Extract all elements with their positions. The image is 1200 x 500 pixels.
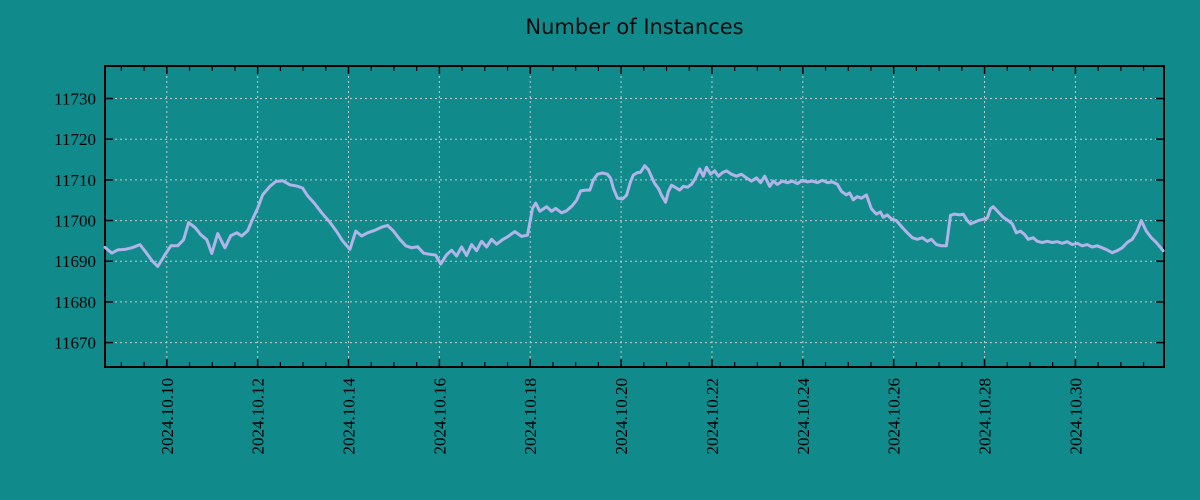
x-tick-label: 2024.10.22 bbox=[703, 378, 722, 455]
x-tick-label: 2024.10.12 bbox=[249, 378, 268, 455]
y-tick-label: 11700 bbox=[54, 212, 96, 231]
plot-border bbox=[104, 65, 1165, 368]
y-tick-label: 11720 bbox=[54, 130, 96, 149]
x-tick-label: 2024.10.14 bbox=[340, 378, 359, 455]
y-tick-label: 11710 bbox=[54, 171, 96, 190]
x-tick-label: 2024.10.24 bbox=[794, 378, 813, 455]
x-tick-label: 2024.10.10 bbox=[158, 378, 177, 455]
y-tick-label: 11730 bbox=[54, 90, 96, 109]
chart-title: Number of Instances bbox=[525, 15, 744, 39]
y-tick-label: 11690 bbox=[54, 252, 96, 271]
x-tick-label: 2024.10.20 bbox=[612, 378, 631, 455]
x-tick-label: 2024.10.30 bbox=[1066, 378, 1085, 455]
x-tick-label: 2024.10.16 bbox=[430, 378, 449, 455]
x-tick-label: 2024.10.28 bbox=[976, 378, 995, 455]
x-tick-label: 2024.10.26 bbox=[885, 378, 904, 455]
y-tick-label: 11680 bbox=[54, 293, 96, 312]
y-tick-label: 11670 bbox=[54, 334, 96, 353]
data-line bbox=[103, 164, 1165, 268]
x-tick-label: 2024.10.18 bbox=[521, 378, 540, 455]
